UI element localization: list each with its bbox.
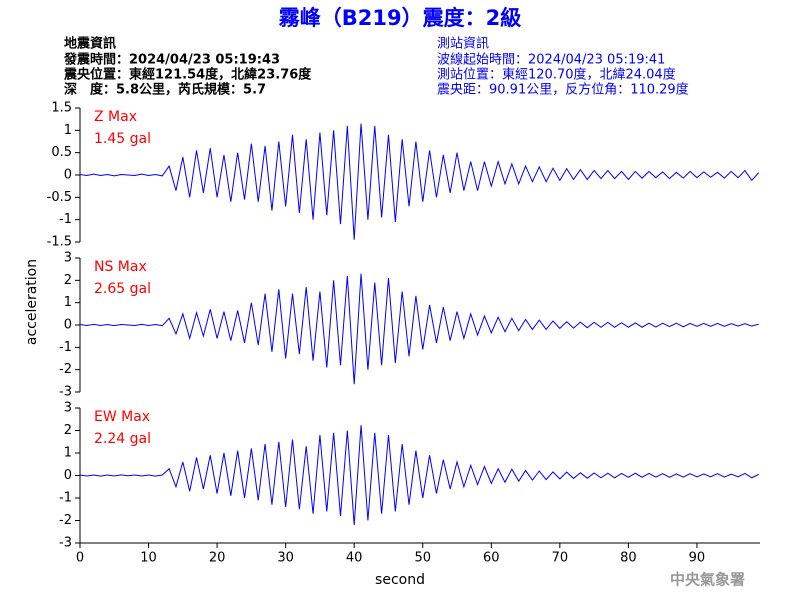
y-tick-label: 0 bbox=[64, 318, 72, 333]
y-tick-label: -2 bbox=[59, 362, 72, 377]
info-line: 發震時間：2024/04/23 05:19:43 bbox=[63, 52, 280, 68]
info-line: 測站資訊 bbox=[437, 37, 489, 52]
x-tick-label: 20 bbox=[209, 551, 226, 566]
x-tick-label: 30 bbox=[277, 551, 294, 566]
waveform bbox=[79, 273, 759, 385]
info-line: 波線起始時間：2024/04/23 05:19:41 bbox=[437, 52, 665, 68]
info-line: 地震資訊 bbox=[64, 36, 116, 52]
info-line: 震央距：90.91公里，反方位角：110.29度 bbox=[437, 82, 689, 98]
info-line: 測站位置：東經120.70度，北緯24.04度 bbox=[437, 67, 676, 83]
waveform bbox=[79, 123, 760, 240]
y-tick-label: -1.5 bbox=[47, 235, 72, 250]
y-tick-label: 3 bbox=[64, 251, 72, 266]
info-left: 地震資訊 發震時間：2024/04/23 05:19:43 震央位置：東經121… bbox=[63, 36, 312, 98]
y-tick-label: -1 bbox=[59, 212, 72, 227]
chart-title: 霧峰（B219）震度：2級 bbox=[278, 6, 521, 30]
x-tick-label: 0 bbox=[76, 551, 84, 566]
x-tick-label: 90 bbox=[689, 551, 706, 566]
y-tick-label: 0 bbox=[64, 168, 72, 183]
y-tick-label: 3 bbox=[64, 401, 72, 416]
annotation: 1.45 gal bbox=[94, 131, 151, 147]
y-tick-label: 0.5 bbox=[51, 145, 72, 160]
y-tick-label: 2 bbox=[64, 423, 72, 438]
info-line: 深 度：5.8公里，芮氏規模：5.7 bbox=[64, 82, 266, 98]
y-tick-label: 1 bbox=[64, 295, 72, 310]
x-tick-label: 40 bbox=[346, 551, 363, 566]
info-right: 測站資訊 波線起始時間：2024/04/23 05:19:41 測站位置：東經1… bbox=[437, 37, 689, 98]
y-tick-label: 1 bbox=[64, 123, 72, 138]
info-line: 震央位置：東經121.54度，北緯23.76度 bbox=[63, 67, 312, 83]
annotation: 2.65 gal bbox=[94, 281, 151, 297]
y-tick-label: 0 bbox=[64, 468, 72, 483]
x-tick-label: 80 bbox=[620, 551, 637, 566]
y-tick-label: 2 bbox=[64, 273, 72, 288]
y-tick-label: -3 bbox=[59, 536, 72, 551]
annotation: EW Max bbox=[94, 409, 150, 425]
y-tick-label: -0.5 bbox=[47, 190, 72, 205]
x-tick-label: 70 bbox=[552, 551, 569, 566]
y-tick-label: 1 bbox=[64, 446, 72, 461]
x-axis-label: second bbox=[375, 572, 425, 588]
y-axis-label: acceleration bbox=[24, 259, 40, 345]
annotation: 2.24 gal bbox=[94, 431, 151, 447]
footer: 中央氣象署 bbox=[670, 571, 745, 589]
x-tick-label: 10 bbox=[140, 551, 157, 566]
y-tick-label: -2 bbox=[59, 513, 72, 528]
x-tick-label: 60 bbox=[483, 551, 500, 566]
waveform bbox=[79, 425, 759, 526]
annotation: NS Max bbox=[94, 259, 147, 275]
annotation: Z Max bbox=[94, 109, 137, 125]
y-tick-label: 1.5 bbox=[51, 101, 72, 116]
y-tick-label: -3 bbox=[59, 385, 72, 400]
y-tick-label: -1 bbox=[59, 340, 72, 355]
y-tick-label: -1 bbox=[59, 491, 72, 506]
x-tick-label: 50 bbox=[414, 551, 431, 566]
